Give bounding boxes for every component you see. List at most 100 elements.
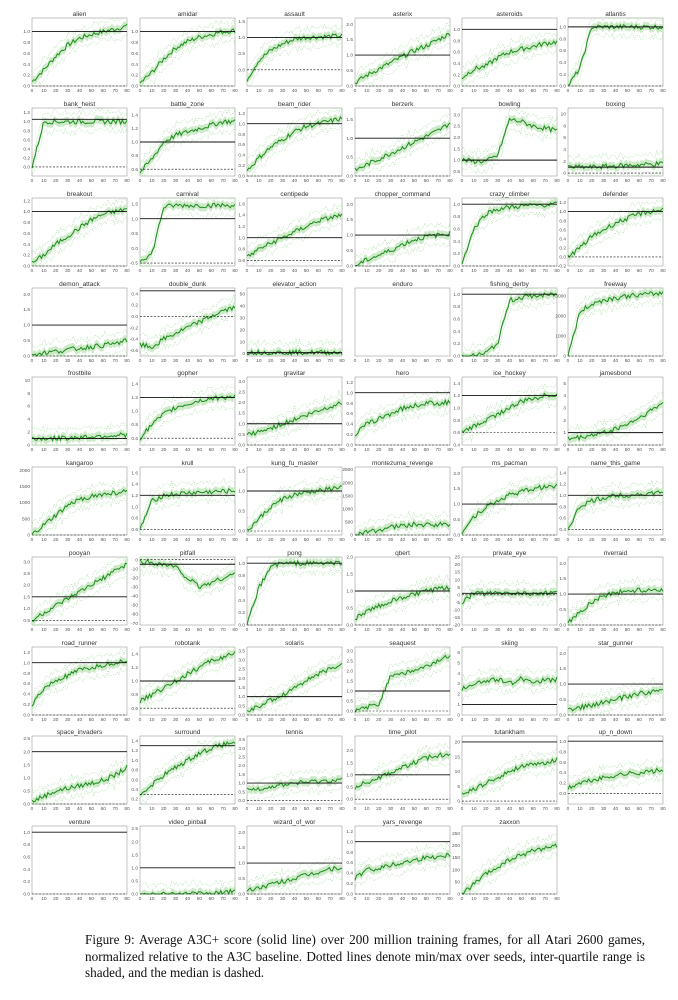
- y-tick-label: 0.4: [453, 61, 460, 67]
- y-tick-label: 0.6: [238, 586, 245, 592]
- y-tick-label: 0.8: [346, 401, 353, 407]
- min-line: [32, 667, 128, 716]
- panel-road-runner: road_runner 0 10 20 30 40 50 60 70 80 0.0 0.2 0.4 0.6…: [23, 640, 130, 723]
- x-tick-label: 80: [232, 447, 238, 453]
- panel-frame: [139, 825, 236, 895]
- panel-frame: [461, 466, 558, 536]
- y-tick-label: 0.2: [453, 72, 460, 78]
- iqr-band: [568, 20, 663, 87]
- x-tick-label: 10: [149, 268, 155, 274]
- x-tick-label: 20: [483, 806, 489, 812]
- iqr-band: [247, 557, 342, 625]
- iqr-band: [462, 479, 557, 535]
- x-tick-label: 70: [435, 627, 441, 633]
- y-tick-label: 0.4: [131, 291, 138, 297]
- x-tick-label: 50: [89, 896, 95, 902]
- panel-title: atlantis: [605, 11, 626, 18]
- y-tick-label: 1.0: [23, 775, 30, 781]
- x-tick-label: 50: [304, 178, 310, 184]
- panel-alien: alien 0 10 20 30 40 50 60 70 80 0.0 0.2 0.4 0.6 0.8 1.0: [23, 11, 130, 94]
- x-tick-label: 60: [316, 268, 322, 274]
- y-tick-label: 0.8: [238, 132, 245, 138]
- y-tick-label: 0.6: [238, 142, 245, 148]
- mean-line: [247, 348, 343, 357]
- y-tick-label: 2000: [342, 480, 353, 486]
- y-tick-label: 1.0: [346, 233, 353, 239]
- x-tick-label: 70: [327, 806, 333, 812]
- panel-tennis: tennis 0 10 20 30 40 50 60 70 80 0.0 0.5 1.0 1.5 2.0 2.…: [238, 729, 345, 812]
- x-tick-label: 60: [101, 447, 107, 453]
- x-tick-label: 20: [589, 627, 595, 633]
- panel-title: gravitar: [284, 370, 307, 377]
- mean-line: [31, 764, 128, 803]
- panel-demon-attack: demon_attack 0 10 20 30 40 50 60 70 80 0.0 0.5 1.0 1.…: [23, 281, 130, 364]
- y-tick-label: 2.0: [346, 22, 353, 28]
- mean-line: [461, 483, 558, 535]
- x-tick-label: 70: [327, 627, 333, 633]
- x-tick-label: 70: [220, 358, 226, 364]
- x-tick-label: 30: [601, 537, 607, 543]
- x-tick-label: 30: [495, 268, 501, 274]
- mean-line: [31, 338, 128, 357]
- x-tick-label: 20: [483, 896, 489, 902]
- y-tick-label: 8: [563, 123, 566, 129]
- y-tick-label: 1.5: [346, 217, 353, 223]
- x-tick-label: 0: [567, 627, 570, 633]
- y-tick-label: 500: [345, 520, 353, 526]
- min-line: [32, 34, 128, 87]
- y-tick-label: 1.5: [238, 845, 245, 851]
- x-tick-label: 10: [149, 358, 155, 364]
- iqr-band: [32, 428, 127, 445]
- min-line: [246, 786, 343, 803]
- min-line: [567, 775, 664, 802]
- y-tick-label: 1.0: [559, 592, 566, 598]
- x-tick-label: 0: [139, 806, 142, 812]
- panel-skiing: skiing 0 10 20 30 40 50 60 70 80 0 1 2 3 4 5 6: [457, 640, 560, 723]
- y-tick-label: -30: [131, 585, 138, 591]
- mean-line: [461, 757, 558, 795]
- y-tick-label: 0.4: [238, 153, 245, 159]
- y-tick-label: 0.5: [238, 51, 245, 57]
- x-tick-label: 20: [53, 806, 59, 812]
- y-tick-label: 0.2: [559, 245, 566, 251]
- x-tick-label: 80: [660, 806, 666, 812]
- y-tick-label: 0.0: [559, 791, 566, 797]
- x-tick-label: 20: [483, 358, 489, 364]
- y-tick-label: 4: [563, 147, 566, 153]
- y-tick-label: 0: [27, 443, 30, 449]
- max-line: [354, 573, 451, 612]
- y-tick-label: 1.4: [131, 482, 138, 488]
- panel-frame: [567, 107, 664, 177]
- y-tick-label: 1.6: [238, 201, 245, 207]
- x-tick-label: 50: [197, 447, 203, 453]
- panel-time-pilot: time_pilot 0 10 20 30 40 50 60 70 80 0.0 0.5 1.0 1.5 2…: [346, 729, 453, 812]
- y-tick-label: 2.0: [238, 400, 245, 406]
- y-tick-label: 1.0: [559, 682, 566, 688]
- x-tick-label: 0: [354, 896, 357, 902]
- panel-title: name_this_game: [591, 460, 641, 467]
- x-tick-label: 30: [65, 717, 71, 723]
- panel-title: gopher: [177, 370, 198, 377]
- panel-robotank: robotank 0 10 20 30 40 50 60 70 80 0.6 0.8 1.0 1.2 1.4: [131, 640, 238, 723]
- x-tick-label: 40: [400, 447, 406, 453]
- y-tick-label: 1.0: [131, 216, 138, 222]
- x-tick-label: 50: [412, 447, 418, 453]
- y-tick-label: 2.0: [453, 471, 460, 477]
- x-tick-label: 50: [197, 717, 203, 723]
- x-tick-label: 30: [65, 268, 71, 274]
- max-line: [31, 478, 128, 525]
- x-tick-label: 0: [246, 896, 249, 902]
- x-tick-label: 50: [197, 896, 203, 902]
- y-tick-label: 1.2: [131, 493, 138, 499]
- x-tick-label: 20: [483, 627, 489, 633]
- x-tick-label: 70: [542, 268, 548, 274]
- x-tick-label: 0: [461, 896, 464, 902]
- y-tick-label: 0.8: [559, 218, 566, 224]
- x-tick-label: 50: [197, 806, 203, 812]
- x-tick-label: 50: [519, 896, 525, 902]
- x-tick-label: 40: [185, 806, 191, 812]
- y-tick-label: 0.0: [23, 84, 30, 90]
- x-tick-label: 0: [461, 447, 464, 453]
- iqr-band: [462, 198, 557, 266]
- x-tick-label: 40: [185, 178, 191, 184]
